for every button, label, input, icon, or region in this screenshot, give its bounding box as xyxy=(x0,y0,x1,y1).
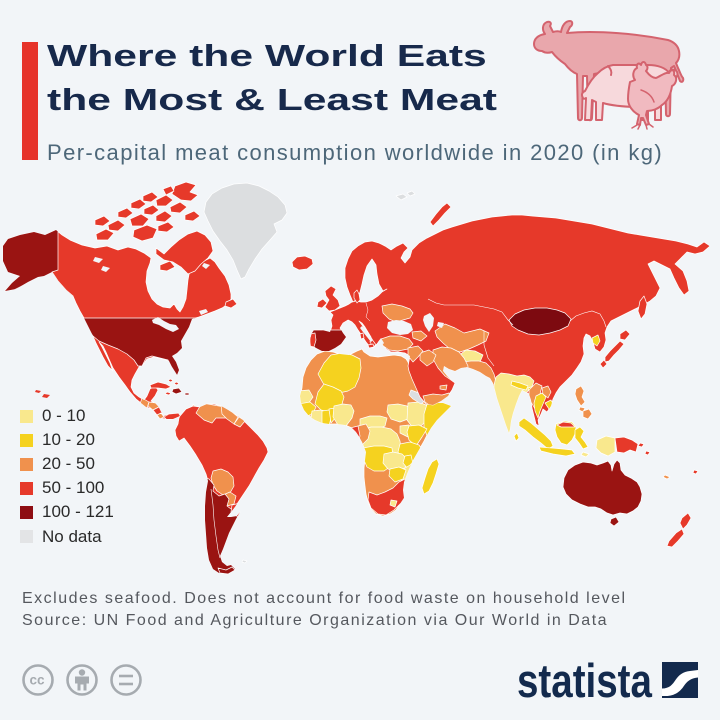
svg-text:cc: cc xyxy=(30,673,46,688)
